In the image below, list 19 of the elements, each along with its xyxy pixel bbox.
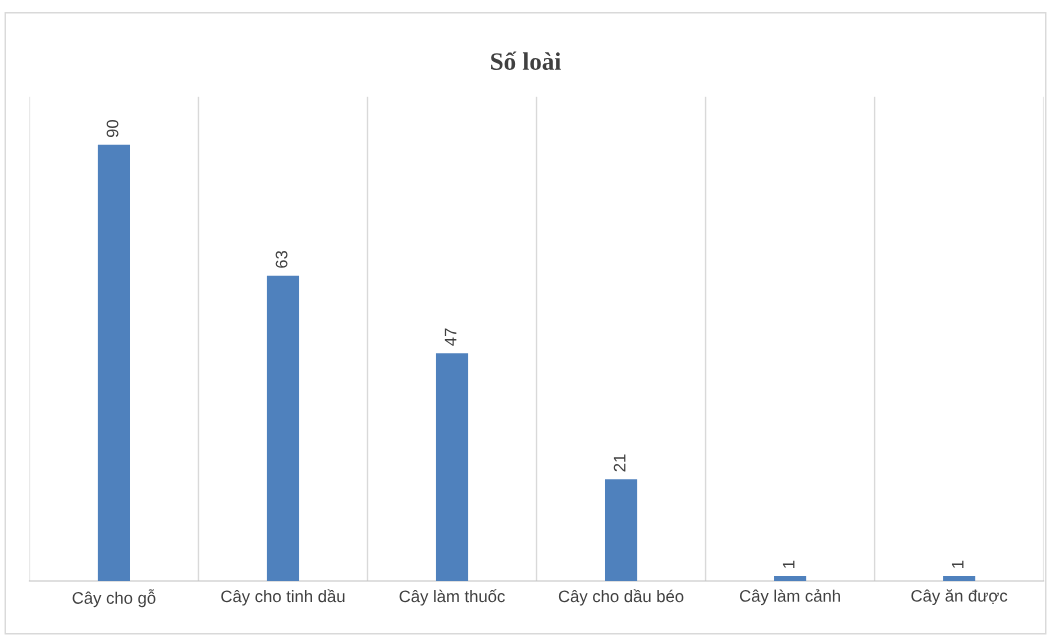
data-label: 21 [613,454,626,472]
x-tick-label: Cây cho dầu béo [558,589,684,606]
x-tick-label: Cây ăn được [911,589,1008,606]
x-tick-label: Cây làm cảnh [739,589,840,606]
bar [97,144,130,581]
data-label: 1 [951,560,964,568]
data-label: 90 [106,119,119,138]
data-label: 63 [275,250,288,268]
data-label: 47 [444,328,457,346]
bar [774,576,807,581]
x-tick-label: Cây cho tinh dầu [221,589,345,606]
bar [435,353,469,581]
chart-title: Số loài [491,51,561,70]
bar [605,479,638,581]
x-tick-label: Cây làm thuốc [399,589,505,606]
bar [266,275,300,581]
x-tick-label: Cây cho gỗ [72,589,156,608]
bar [943,576,976,581]
data-label: 1 [782,560,795,568]
